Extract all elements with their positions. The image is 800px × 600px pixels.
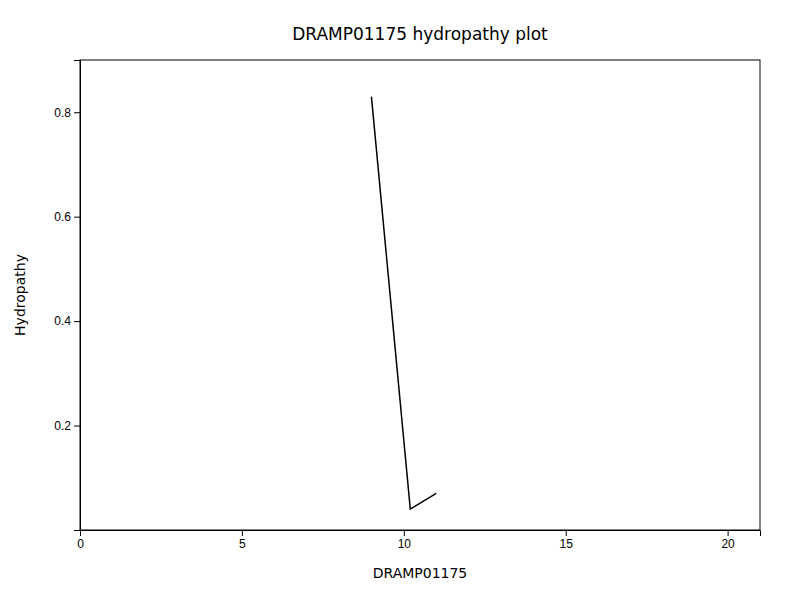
- tick: 0.4: [54, 314, 80, 328]
- tick-label: 0: [77, 537, 84, 551]
- tick: 20: [721, 530, 735, 551]
- title: DRAMP01175 hydropathy plot: [292, 24, 548, 44]
- y-axis: 0.2 0.4 0.6 0.8: [54, 61, 80, 531]
- tick-mark: [74, 217, 80, 218]
- line: [371, 97, 436, 510]
- tick-label: 0.4: [54, 314, 71, 328]
- plot: 0 5 10 15 20 0.2 0.4 0.6 0.8: [54, 60, 760, 551]
- tick: 0.2: [54, 419, 80, 433]
- tick: 10: [398, 530, 412, 551]
- axis-line: [74, 61, 81, 531]
- tick-mark: [74, 112, 80, 113]
- tick: 15: [560, 530, 574, 551]
- chart: 0 5 10 15 20 0.2 0.4 0.6 0.8 DRAMP01175 hydropath…: [0, 0, 800, 600]
- marks: [371, 97, 436, 510]
- tick-label: 0.6: [54, 210, 71, 224]
- tick-mark: [728, 530, 729, 536]
- tick: 5: [239, 530, 246, 551]
- tick: 0.8: [54, 106, 80, 120]
- y-axis-title: Hydropathy: [12, 254, 28, 336]
- x-axis: 0 5 10 15 20: [77, 530, 760, 551]
- x-axis-title: DRAMP01175: [373, 565, 468, 581]
- tick-label: 5: [239, 537, 246, 551]
- tick: 0.6: [54, 210, 80, 224]
- tick-label: 0.8: [54, 106, 71, 120]
- tick-label: 20: [721, 537, 735, 551]
- tick: 0: [77, 530, 84, 551]
- frame: [80, 60, 760, 530]
- tick-label: 10: [398, 537, 412, 551]
- tick-label: 0.2: [54, 419, 71, 433]
- tick-mark: [242, 530, 243, 536]
- axis-line: [81, 531, 761, 537]
- tick-mark: [74, 426, 80, 427]
- tick-mark: [404, 530, 405, 536]
- tick-label: 15: [560, 537, 574, 551]
- tick-mark: [566, 530, 567, 536]
- tick-mark: [74, 321, 80, 322]
